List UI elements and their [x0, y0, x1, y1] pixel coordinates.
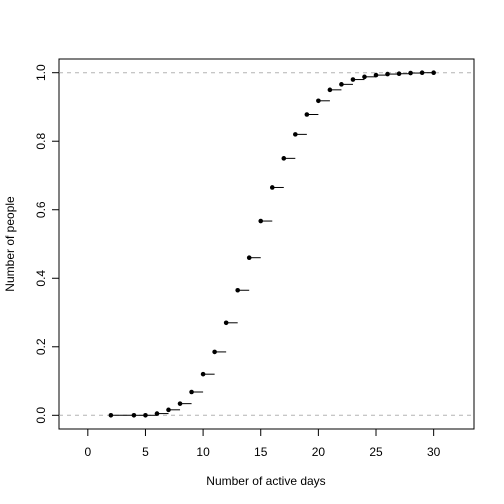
x-tick-label: 10: [196, 445, 210, 459]
data-point: [200, 371, 206, 377]
data-point: [154, 411, 160, 416]
x-axis: 0 5 10 15 20 25 30: [84, 428, 441, 459]
data-point: [385, 71, 390, 77]
data-point: [339, 82, 344, 87]
data-point: [396, 71, 402, 77]
reference-lines: [59, 72, 474, 416]
data-point: [316, 98, 321, 104]
x-tick-label: 15: [254, 445, 268, 459]
y-axis-title: Number of people: [3, 196, 17, 292]
data-point: [373, 72, 379, 78]
data-point: [177, 401, 183, 406]
x-axis-title: Number of active days: [206, 474, 325, 488]
step-segments: [110, 72, 434, 416]
data-point: [246, 255, 252, 261]
data-point: [362, 74, 367, 80]
data-point: [166, 407, 171, 413]
y-tick-label: 0.0: [34, 407, 48, 424]
data-point: [269, 185, 275, 190]
x-tick-label: 20: [312, 445, 326, 459]
data-point: [212, 349, 217, 355]
data-point: [408, 70, 413, 76]
data-point: [350, 77, 356, 82]
data-point: [327, 87, 333, 93]
x-tick-label: 30: [427, 445, 441, 459]
data-point: [431, 70, 436, 76]
y-tick-label: 0.6: [34, 201, 48, 218]
data-point: [281, 156, 287, 161]
data-point: [293, 132, 298, 137]
data-point: [223, 320, 229, 326]
data-point: [143, 412, 148, 418]
y-tick-label: 0.4: [34, 270, 48, 287]
data-point: [304, 112, 310, 117]
data-point: [419, 70, 425, 76]
data-point: [131, 412, 137, 418]
x-tick-label: 25: [369, 445, 383, 459]
y-tick-label: 0.8: [34, 133, 48, 150]
data-point: [108, 412, 114, 418]
x-tick-label: 0: [84, 445, 91, 459]
y-axis: 0.0 0.2 0.4 0.6 0.8 1.0: [34, 64, 60, 424]
y-tick-label: 0.2: [34, 338, 48, 355]
data-point: [258, 218, 264, 224]
data-points: [108, 70, 436, 418]
x-tick-label: 5: [142, 445, 149, 459]
data-point: [189, 389, 194, 395]
plot-frame: [58, 58, 475, 430]
data-point: [235, 287, 240, 293]
y-tick-label: 1.0: [34, 64, 48, 81]
